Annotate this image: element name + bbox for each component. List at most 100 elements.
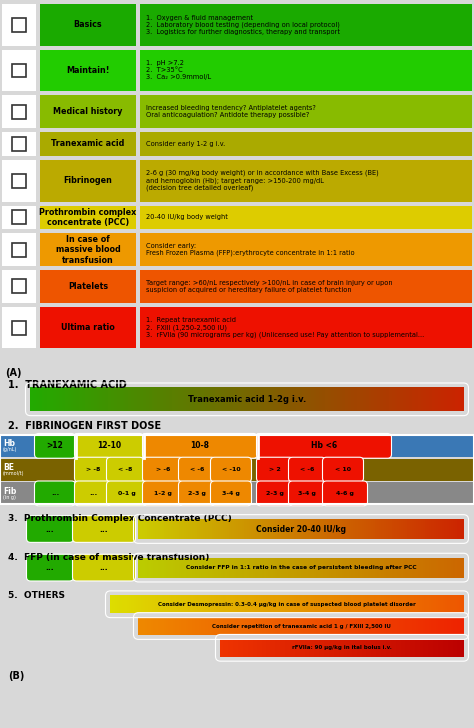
Bar: [79, 387, 82, 411]
Bar: [153, 596, 155, 613]
Bar: [296, 387, 300, 411]
Bar: [40, 160, 136, 202]
Bar: [225, 639, 227, 657]
Bar: [237, 596, 240, 613]
Bar: [157, 617, 160, 635]
Bar: [425, 639, 427, 657]
Bar: [246, 519, 249, 539]
Bar: [242, 558, 245, 577]
Bar: [313, 596, 316, 613]
Bar: [168, 617, 171, 635]
Bar: [265, 639, 267, 657]
Bar: [146, 519, 149, 539]
Bar: [405, 558, 408, 577]
Bar: [227, 639, 228, 657]
Bar: [286, 558, 288, 577]
Bar: [345, 639, 347, 657]
Bar: [345, 558, 347, 577]
Bar: [0, 435, 474, 505]
Bar: [190, 617, 192, 635]
FancyBboxPatch shape: [74, 433, 144, 458]
Bar: [257, 558, 260, 577]
Bar: [357, 558, 360, 577]
Bar: [257, 639, 259, 657]
Bar: [262, 387, 264, 411]
Text: 0-1 g: 0-1 g: [118, 491, 136, 496]
Bar: [188, 617, 191, 635]
Text: 1.  Repeat tranexamic acid
2.  FXIII (1,250-2,500 IU)
3.  rFVIIa (90 micrograms : 1. Repeat tranexamic acid 2. FXIII (1,25…: [146, 317, 424, 338]
Bar: [408, 558, 410, 577]
Bar: [353, 617, 356, 635]
Text: 2-3 g: 2-3 g: [188, 491, 206, 496]
Bar: [356, 558, 358, 577]
Bar: [283, 519, 286, 539]
Bar: [155, 387, 158, 411]
Bar: [273, 387, 276, 411]
Bar: [219, 519, 221, 539]
Bar: [228, 596, 231, 613]
Bar: [350, 639, 352, 657]
Bar: [451, 617, 454, 635]
Bar: [273, 519, 275, 539]
Bar: [268, 519, 271, 539]
Text: Hb: Hb: [3, 440, 15, 448]
Bar: [428, 639, 430, 657]
Bar: [329, 617, 332, 635]
FancyBboxPatch shape: [210, 457, 252, 482]
Bar: [283, 558, 286, 577]
Bar: [462, 558, 465, 577]
Bar: [318, 596, 320, 613]
Text: Tranexamic acid 1-2g i.v.: Tranexamic acid 1-2g i.v.: [188, 395, 306, 404]
Bar: [212, 387, 216, 411]
Text: < -6: < -6: [190, 467, 204, 472]
Bar: [253, 519, 255, 539]
Bar: [224, 387, 227, 411]
Bar: [236, 617, 238, 635]
Bar: [227, 519, 229, 539]
Bar: [338, 558, 340, 577]
Bar: [305, 617, 308, 635]
Bar: [414, 617, 417, 635]
Bar: [381, 639, 383, 657]
Bar: [327, 596, 330, 613]
Bar: [455, 596, 457, 613]
Bar: [392, 558, 395, 577]
Bar: [241, 639, 243, 657]
Bar: [173, 617, 175, 635]
Bar: [288, 617, 291, 635]
Bar: [373, 519, 375, 539]
Bar: [188, 558, 191, 577]
Bar: [379, 617, 382, 635]
Bar: [140, 617, 143, 635]
Bar: [331, 558, 334, 577]
Bar: [292, 519, 295, 539]
Bar: [417, 639, 419, 657]
Text: 12-10: 12-10: [97, 441, 121, 451]
Bar: [117, 596, 120, 613]
Bar: [210, 519, 212, 539]
Bar: [296, 596, 299, 613]
Bar: [112, 596, 115, 613]
Bar: [438, 639, 440, 657]
Bar: [356, 519, 358, 539]
Bar: [323, 558, 325, 577]
Bar: [379, 519, 382, 539]
Bar: [375, 519, 377, 539]
Text: ...: ...: [100, 524, 109, 534]
Bar: [426, 596, 429, 613]
Bar: [320, 558, 323, 577]
Bar: [249, 519, 251, 539]
Bar: [299, 387, 302, 411]
FancyBboxPatch shape: [289, 481, 326, 506]
Bar: [349, 519, 351, 539]
Text: 2.  FIBRINOGEN FIRST DOSE: 2. FIBRINOGEN FIRST DOSE: [8, 421, 161, 431]
Bar: [254, 639, 256, 657]
Text: 1.  Oxygen & fluid management
2.  Laboratory blood testing (depending on local p: 1. Oxygen & fluid management 2. Laborato…: [146, 15, 340, 35]
Bar: [238, 387, 242, 411]
Bar: [379, 639, 382, 657]
Text: Increased bleeding tendency? Antiplatelet agents?
Oral anticoagulation? Antidote: Increased bleeding tendency? Antiplatele…: [146, 105, 316, 118]
Bar: [238, 558, 240, 577]
Bar: [160, 519, 162, 539]
Bar: [420, 387, 424, 411]
Bar: [316, 639, 318, 657]
